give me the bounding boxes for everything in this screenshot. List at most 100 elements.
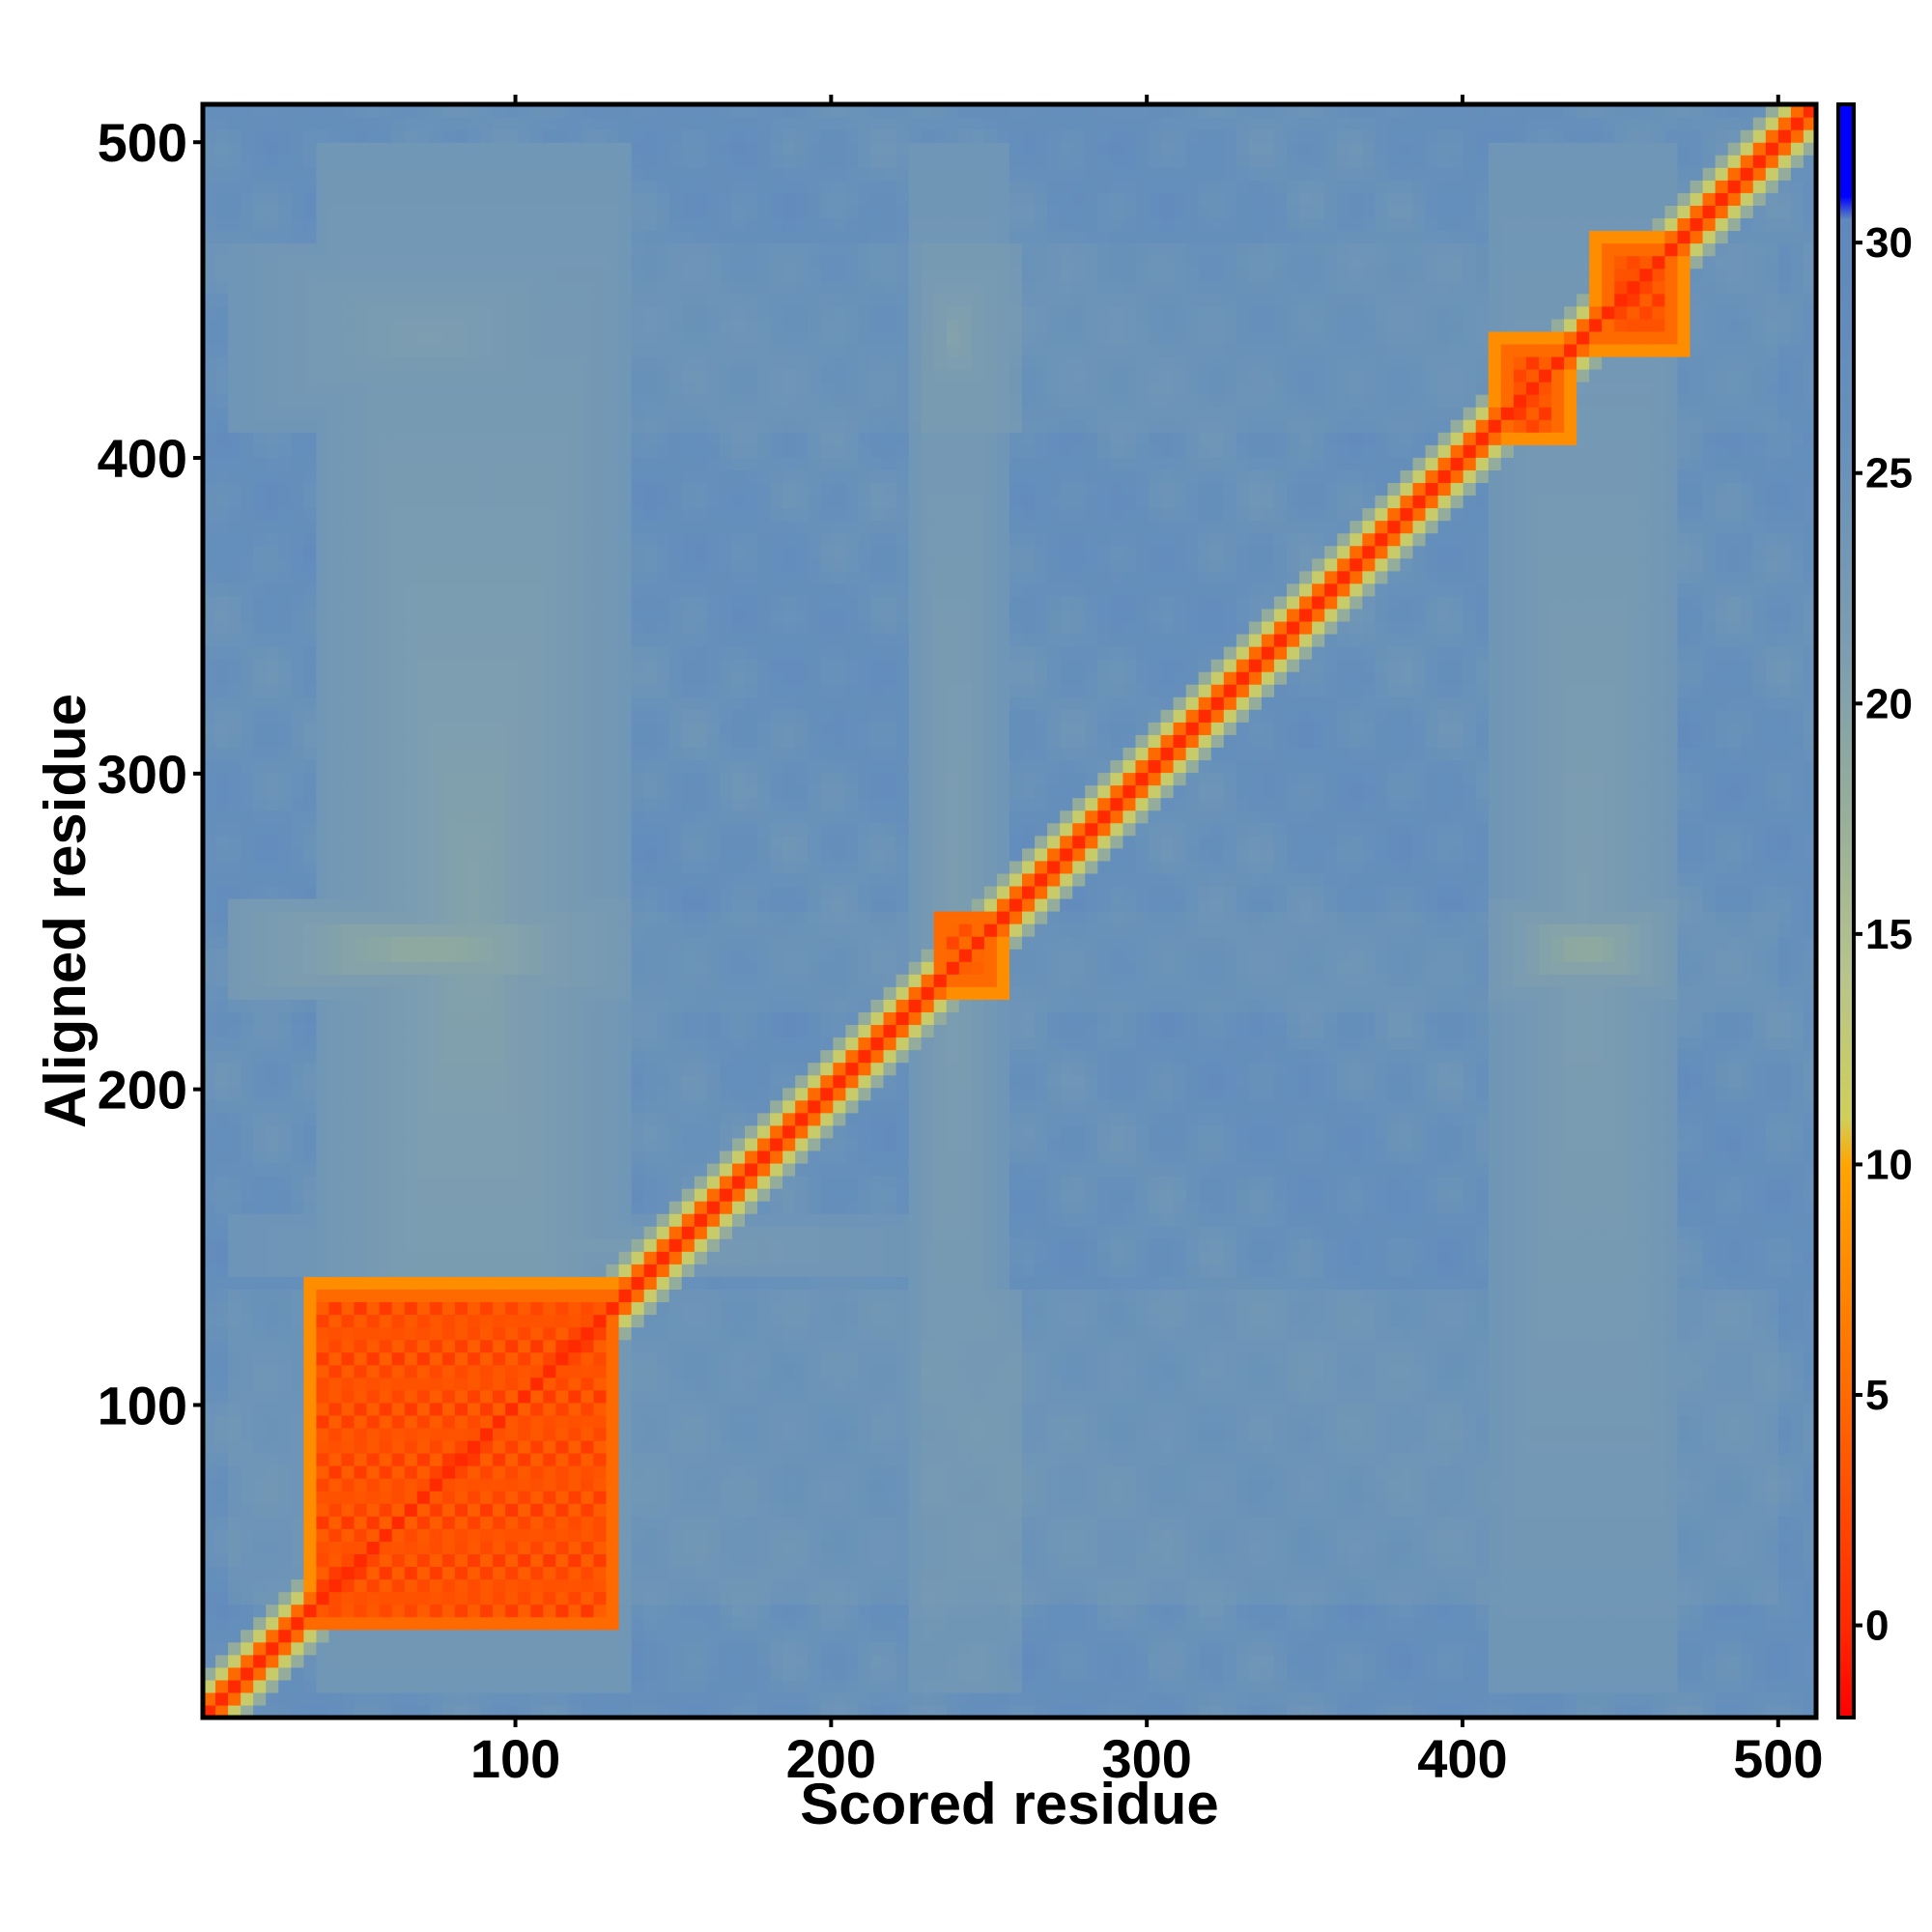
heatmap-cell — [480, 1365, 494, 1378]
heatmap-cell — [644, 1113, 658, 1126]
heatmap-cell — [417, 1592, 431, 1605]
heatmap-cell — [367, 596, 381, 610]
heatmap-cell — [430, 1528, 443, 1542]
heatmap-cell — [682, 659, 696, 672]
heatmap-cell — [342, 659, 355, 672]
heatmap-cell — [657, 369, 670, 383]
heatmap-cell — [657, 1238, 670, 1252]
heatmap-cell — [355, 432, 368, 445]
heatmap-cell — [644, 344, 658, 357]
heatmap-cell — [278, 772, 292, 785]
heatmap-cell — [392, 1655, 406, 1668]
heatmap-cell — [480, 1491, 494, 1504]
heatmap-cell — [392, 457, 406, 470]
heatmap-cell — [468, 306, 481, 320]
heatmap-cell — [342, 999, 355, 1012]
heatmap-cell — [493, 192, 506, 206]
heatmap-cell — [241, 142, 254, 156]
heatmap-cell — [518, 1037, 531, 1050]
heatmap-cell — [278, 432, 292, 445]
heatmap-cell — [530, 1176, 544, 1189]
heatmap-cell — [518, 949, 531, 962]
heatmap-cell — [593, 533, 607, 547]
heatmap-cell — [657, 1315, 670, 1328]
heatmap-cell — [455, 1088, 469, 1101]
heatmap-cell — [619, 432, 633, 445]
heatmap-cell — [380, 1125, 393, 1139]
heatmap-cell — [228, 457, 242, 470]
heatmap-cell — [266, 836, 279, 849]
heatmap-cell — [657, 117, 670, 130]
heatmap-cell — [669, 949, 683, 962]
heatmap-cell — [442, 394, 456, 408]
heatmap-cell — [278, 444, 292, 458]
heatmap-cell — [493, 142, 506, 156]
heatmap-cell — [380, 1566, 393, 1579]
heatmap-cell — [682, 1226, 696, 1239]
heatmap-cell — [455, 722, 469, 735]
heatmap-cell — [518, 495, 531, 508]
heatmap-cell — [241, 1050, 254, 1064]
heatmap-cell — [518, 1088, 531, 1101]
heatmap-cell — [405, 646, 418, 660]
heatmap-cell — [380, 722, 393, 735]
heatmap-cell — [632, 1315, 645, 1328]
heatmap-cell — [455, 986, 469, 1000]
heatmap-cell — [607, 1440, 620, 1454]
heatmap-cell — [593, 1453, 607, 1466]
heatmap-cell — [581, 180, 594, 193]
heatmap-cell — [367, 798, 381, 811]
heatmap-cell — [518, 621, 531, 635]
heatmap-cell — [291, 344, 304, 357]
heatmap-cell — [607, 734, 620, 748]
heatmap-cell — [644, 609, 658, 622]
heatmap-cell — [278, 521, 292, 534]
heatmap-cell — [215, 269, 229, 282]
heatmap-cell — [669, 961, 683, 975]
heatmap-cell — [405, 1100, 418, 1114]
heatmap-cell — [266, 1390, 279, 1404]
heatmap-cell — [493, 256, 506, 270]
heatmap-cell — [303, 1503, 317, 1517]
heatmap-cell — [278, 1667, 292, 1681]
heatmap-cell — [342, 1630, 355, 1643]
heatmap-cell — [266, 1163, 279, 1177]
heatmap-cell — [543, 759, 556, 773]
heatmap-cell — [278, 407, 292, 420]
heatmap-cell — [328, 1100, 342, 1114]
heatmap-cell — [215, 621, 229, 635]
heatmap-cell — [328, 1642, 342, 1656]
heatmap-cell — [392, 558, 406, 572]
heatmap-cell — [568, 319, 582, 332]
heatmap-cell — [228, 1516, 242, 1529]
heatmap-cell — [619, 1578, 633, 1592]
heatmap-cell — [530, 205, 544, 218]
heatmap-cell — [253, 1075, 267, 1089]
heatmap-cell — [367, 684, 381, 697]
heatmap-cell — [555, 1075, 569, 1089]
heatmap-cell — [291, 1352, 304, 1366]
heatmap-cell — [657, 281, 670, 295]
heatmap-cell — [632, 1024, 645, 1037]
heatmap-cell — [644, 1188, 658, 1202]
heatmap-cell — [342, 256, 355, 270]
heatmap-cell — [593, 1315, 607, 1328]
heatmap-cell — [430, 848, 443, 862]
heatmap-cell — [581, 986, 594, 1000]
heatmap-cell — [392, 1566, 406, 1579]
heatmap-cell — [215, 1503, 229, 1517]
heatmap-cell — [303, 432, 317, 445]
heatmap-cell — [417, 1630, 431, 1643]
heatmap-cell — [241, 1578, 254, 1592]
heatmap-cell — [593, 155, 607, 168]
heatmap-cell — [442, 898, 456, 912]
heatmap-cell — [505, 1289, 519, 1302]
heatmap-cell — [328, 142, 342, 156]
heatmap-cell — [291, 1528, 304, 1542]
heatmap-cell — [442, 1088, 456, 1101]
heatmap-cell — [266, 419, 279, 433]
heatmap-cell — [632, 1327, 645, 1341]
heatmap-cell — [593, 1440, 607, 1454]
heatmap-cell — [455, 1226, 469, 1239]
heatmap-cell — [657, 1151, 670, 1164]
